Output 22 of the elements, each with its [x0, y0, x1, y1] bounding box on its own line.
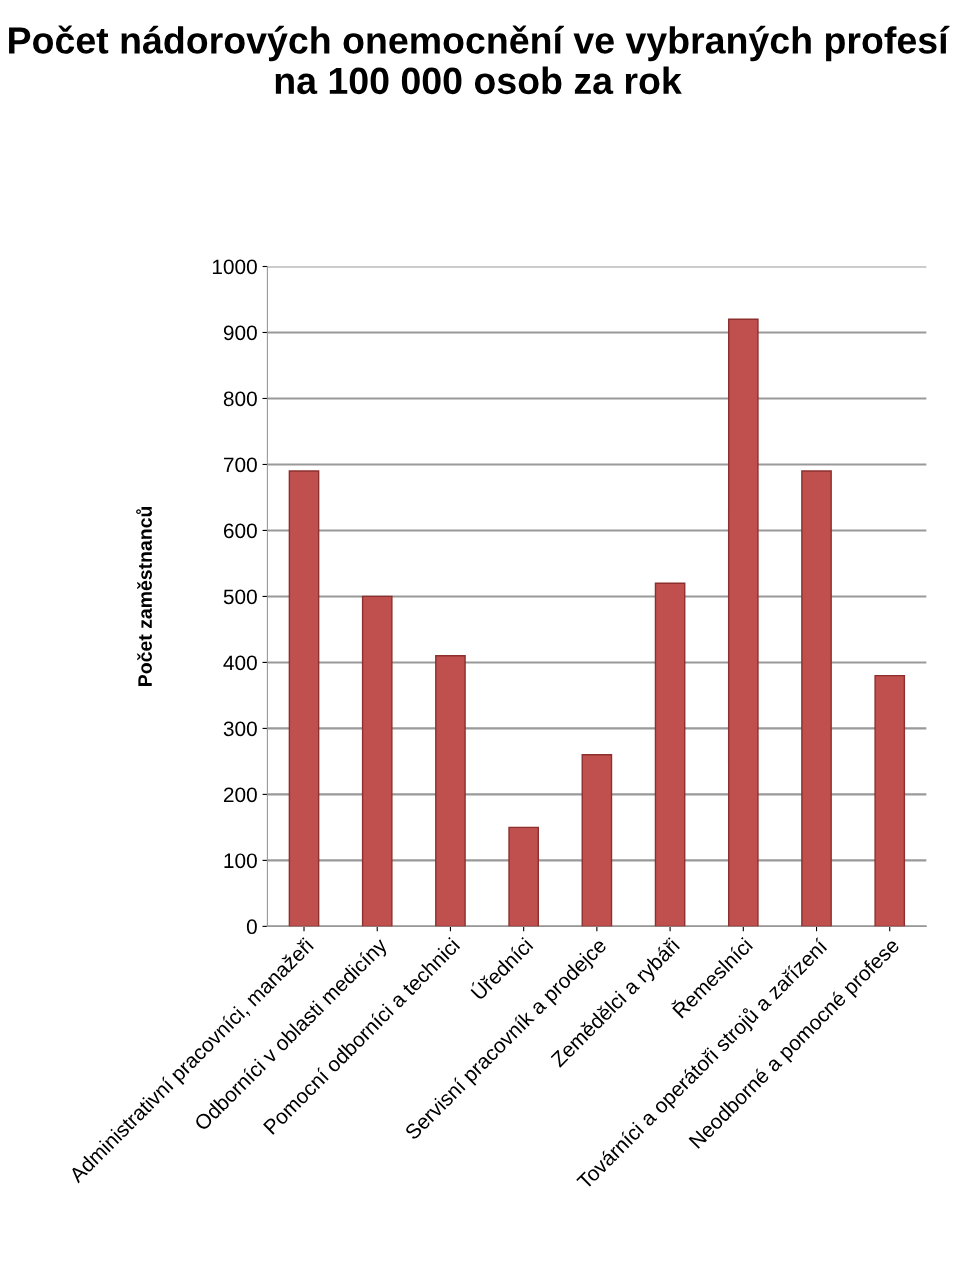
- y-tick-label: 700: [223, 457, 257, 473]
- y-tick-label: 100: [224, 853, 257, 869]
- bar: [508, 826, 539, 927]
- bar: [727, 318, 759, 927]
- y-tick-label: 200: [223, 787, 257, 803]
- bar: [361, 595, 393, 927]
- bar: [801, 470, 832, 927]
- bar: [435, 655, 466, 927]
- bar: [874, 674, 906, 927]
- y-tick-label: 400: [223, 655, 257, 671]
- chart-title: Počet nádorových onemocnění ve vybraných profesí na 100 000 osob za rok: [9, 25, 950, 95]
- y-tick-label: 1000: [212, 259, 257, 275]
- y-axis-title: Počet zaměstnanců: [136, 506, 152, 686]
- y-tick-label: 600: [223, 523, 257, 539]
- y-tick-label: 500: [223, 589, 257, 605]
- bar: [288, 470, 320, 927]
- bar: [654, 582, 686, 927]
- y-tick-label: 0: [246, 919, 257, 935]
- y-tick-label: 900: [223, 325, 257, 341]
- y-tick-label: 800: [223, 391, 257, 407]
- bar: [581, 754, 613, 927]
- y-tick-label: 300: [223, 721, 257, 737]
